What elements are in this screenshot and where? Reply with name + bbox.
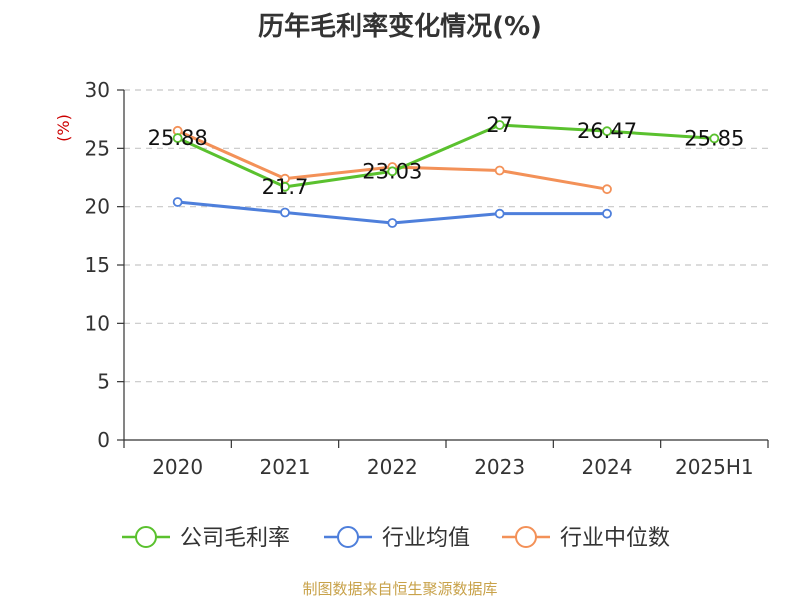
data-point (387, 166, 398, 177)
data-point (602, 208, 612, 219)
data-label: 26.47 (577, 119, 637, 143)
y-tick-label: 30 (85, 78, 110, 102)
data-labels: 25.88 21.7 23.03 27 26.47 25.85 (148, 113, 745, 199)
y-tick-label: 0 (97, 428, 110, 452)
data-point (494, 208, 505, 219)
x-tick-label: 2025H1 (675, 455, 754, 479)
data-label: 27 (486, 113, 513, 137)
data-label: 21.7 (262, 175, 309, 199)
series-lines (172, 120, 720, 228)
data-point (494, 120, 505, 130)
legend: 公司毛利率 行业均值 行业中位数 (122, 526, 670, 551)
legend-item: 行业中位数 (502, 526, 670, 551)
y-tick-label: 15 (85, 253, 110, 277)
axes: 0 5 10 15 20 25 30 2020 2021 2022 2023 2024 2025H1 (85, 78, 769, 479)
data-label: 25.85 (684, 126, 744, 150)
legend-label: 公司毛利率 (180, 526, 290, 551)
data-point (709, 133, 720, 144)
y-tick-label: 20 (85, 195, 110, 219)
data-point (280, 207, 290, 218)
x-tick-label: 2022 (367, 455, 418, 479)
legend-swatch-marker (337, 526, 359, 548)
legend-item: 公司毛利率 (122, 526, 290, 551)
data-point (602, 126, 612, 137)
chart-title: 历年毛利率变化情况(%) (258, 12, 542, 42)
data-source-footer: 制图数据来自恒生聚源数据库 (302, 580, 498, 598)
legend-swatch-marker (135, 526, 157, 548)
y-axis-unit-label: (%) (54, 114, 73, 142)
data-point (602, 184, 612, 195)
legend-label: 行业中位数 (560, 526, 670, 551)
data-point (280, 181, 290, 192)
y-tick-label: 5 (97, 370, 110, 394)
data-point (172, 197, 183, 207)
series-line (177, 123, 715, 189)
data-label: 25.88 (148, 126, 208, 150)
legend-item: 行业均值 (324, 526, 470, 551)
x-tick-label: 2024 (582, 455, 633, 479)
y-tick-label: 10 (85, 311, 110, 335)
y-tick-label: 25 (85, 136, 110, 160)
legend-swatch-marker (515, 526, 537, 548)
data-point (494, 165, 505, 176)
data-label: 23.03 (362, 159, 422, 183)
x-tick-label: 2023 (474, 455, 525, 479)
x-tick-label: 2020 (152, 455, 203, 479)
grid-lines (124, 89, 768, 383)
x-tick-label: 2021 (260, 455, 311, 479)
legend-label: 行业均值 (382, 526, 470, 551)
data-point (172, 133, 183, 143)
data-point (387, 218, 398, 228)
